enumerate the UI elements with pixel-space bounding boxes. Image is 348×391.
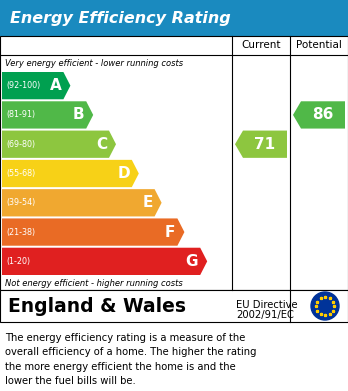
- Polygon shape: [2, 131, 116, 158]
- Polygon shape: [2, 248, 207, 275]
- Text: F: F: [165, 224, 175, 240]
- Text: G: G: [186, 254, 198, 269]
- Text: (39-54): (39-54): [6, 198, 35, 207]
- Text: B: B: [73, 108, 84, 122]
- Text: (21-38): (21-38): [6, 228, 35, 237]
- Text: Energy Efficiency Rating: Energy Efficiency Rating: [10, 11, 231, 25]
- Text: 71: 71: [254, 137, 276, 152]
- Text: 2002/91/EC: 2002/91/EC: [236, 310, 294, 320]
- Polygon shape: [2, 219, 184, 246]
- Polygon shape: [2, 189, 161, 217]
- Text: Potential: Potential: [296, 41, 342, 50]
- Text: (55-68): (55-68): [6, 169, 35, 178]
- Text: D: D: [117, 166, 130, 181]
- Polygon shape: [293, 101, 345, 129]
- Text: 86: 86: [312, 108, 334, 122]
- Text: (69-80): (69-80): [6, 140, 35, 149]
- Text: E: E: [142, 195, 153, 210]
- Polygon shape: [2, 101, 93, 129]
- Polygon shape: [0, 36, 348, 290]
- Text: (1-20): (1-20): [6, 257, 30, 266]
- Text: EU Directive: EU Directive: [236, 300, 298, 310]
- Text: England & Wales: England & Wales: [8, 296, 186, 316]
- Text: (81-91): (81-91): [6, 110, 35, 119]
- Text: The energy efficiency rating is a measure of the
overall efficiency of a home. T: The energy efficiency rating is a measur…: [5, 333, 256, 386]
- Polygon shape: [235, 131, 287, 158]
- Text: A: A: [50, 78, 61, 93]
- Text: Current: Current: [241, 41, 281, 50]
- Text: Very energy efficient - lower running costs: Very energy efficient - lower running co…: [5, 59, 183, 68]
- Text: C: C: [96, 137, 107, 152]
- Text: (92-100): (92-100): [6, 81, 40, 90]
- Polygon shape: [2, 160, 139, 187]
- Polygon shape: [0, 0, 348, 36]
- Circle shape: [311, 292, 339, 320]
- Polygon shape: [0, 290, 348, 322]
- Polygon shape: [2, 72, 70, 99]
- Text: Not energy efficient - higher running costs: Not energy efficient - higher running co…: [5, 278, 183, 287]
